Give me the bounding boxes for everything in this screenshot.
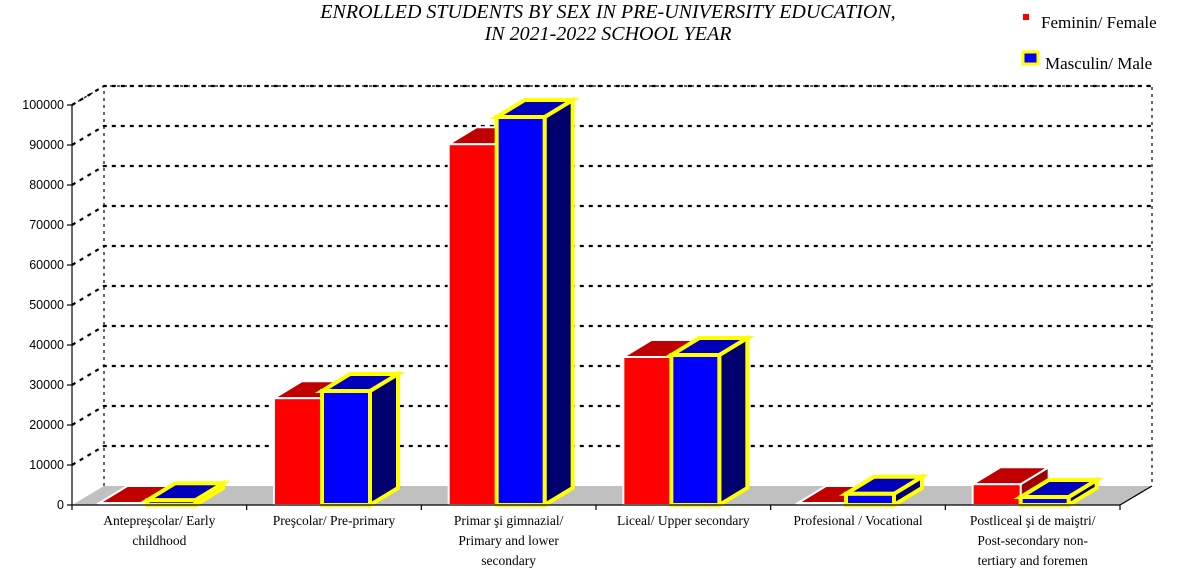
grid-line [71,204,1152,226]
grid-line [71,444,1152,466]
bar-male-side [542,96,575,509]
bar-male-front [494,115,547,507]
legend-swatch-male [1021,50,1040,66]
chart-title: ENROLLED STUDENTS BY SEX IN PRE-UNIVERSI… [319,1,895,45]
y-tick-label: 70000 [29,218,64,232]
bar-male [838,473,930,509]
x-tick-label: Primar şi gimnazial/Primary and lower sec… [454,513,564,568]
x-tick-label: Liceal/ Upper secondary [617,513,750,528]
grid-line [71,164,1152,186]
y-tick-label: 100000 [22,98,64,112]
grid-line [71,244,1152,266]
y-tick-label: 50000 [29,298,64,312]
y-tick-label: 60000 [29,258,64,272]
bar-female-front [273,397,323,507]
bar-male-front [844,491,896,507]
legend-label-female: Feminin/ Female [1041,13,1157,32]
bar-female-front [971,483,1022,507]
x-tick-label: Preşcolar/ Pre-primary [273,513,396,528]
y-tick-label: 90000 [29,138,64,152]
bar-male [489,96,580,509]
y-tick-label: 80000 [29,178,64,192]
bar-male-side [717,334,750,509]
x-tick-label: Antepreşcolar/ Early childhood [103,513,215,548]
legend-label-male: Masculin/ Male [1045,54,1152,73]
y-tick-label: 30000 [29,378,64,392]
legend-swatch-female [1023,14,1029,20]
bar-male-front [669,353,722,507]
bar-male-side [368,370,400,509]
bar-male [140,479,231,509]
grid-line [71,324,1152,346]
grid-line [71,124,1152,146]
x-tick-label: Profesional / Vocational [793,513,922,528]
bar-male [314,370,406,509]
y-tick-label: 10000 [29,458,64,472]
bar-male-front [320,389,372,507]
grid-line [71,404,1152,426]
x-axis-depth-edge [1119,485,1153,506]
bar-female-front [622,356,673,506]
chart-title-line-1: ENROLLED STUDENTS BY SEX IN PRE-UNIVERSI… [319,1,895,23]
bar-male [664,334,755,509]
legend: Feminin/ Female Masculin/ Male [1021,13,1157,73]
bar-male-front [1018,495,1071,507]
grid-line [71,284,1152,306]
bar-female-front [447,143,498,506]
grid-line [71,84,1152,106]
chart-title-line-2: IN 2021-2022 SCHOOL YEAR [484,23,732,45]
y-tick-label: 40000 [29,338,64,352]
grid-line [71,364,1152,386]
bar-male-front [145,498,198,508]
y-tick-label: 20000 [29,418,64,432]
bar-male [1013,476,1104,509]
y-tick-label: 0 [57,498,64,512]
x-tick-label: Postliceal şi de maiştri/Post-secondary … [970,513,1096,568]
